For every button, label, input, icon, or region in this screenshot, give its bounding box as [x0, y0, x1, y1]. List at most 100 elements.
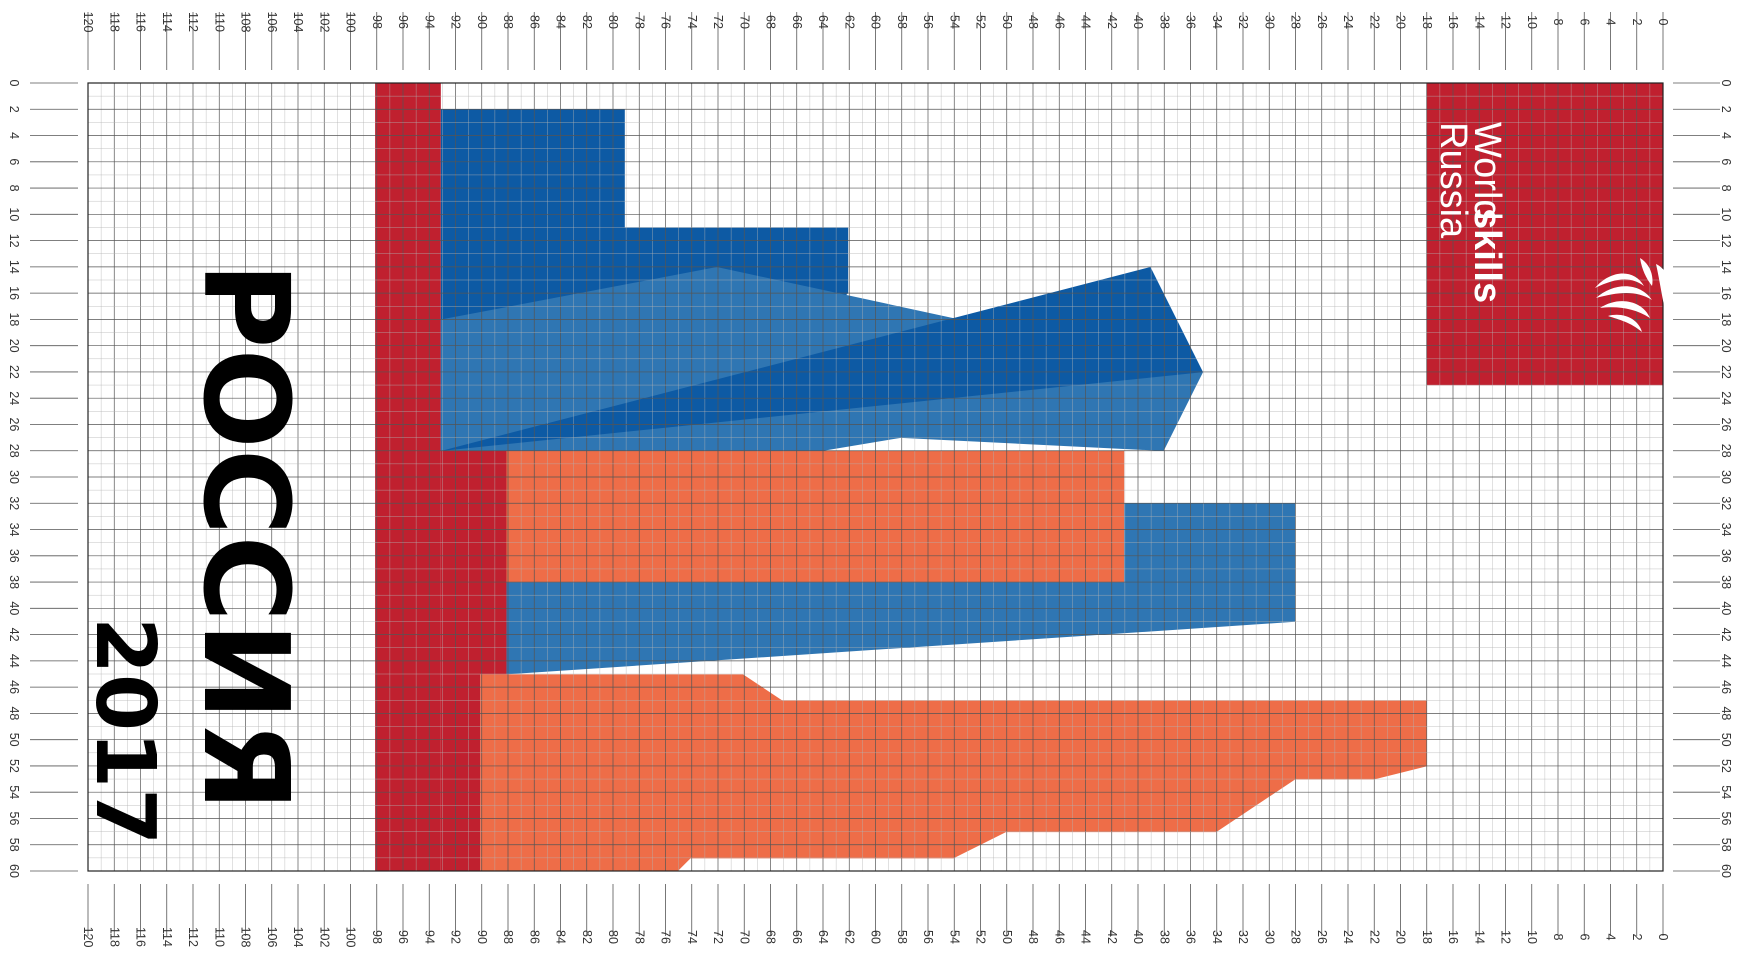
y-tick-label-right: 32 [1719, 496, 1733, 510]
y-tick-label-right: 36 [1719, 549, 1733, 563]
logo-skills-text: skills [1466, 208, 1508, 303]
x-tick-label-top: 10 [1525, 15, 1539, 29]
x-tick-label-top: 26 [1315, 15, 1329, 29]
x-tick-label-bottom: 90 [475, 930, 489, 944]
x-tick-label-bottom: 68 [764, 930, 778, 944]
y-tick-label-right: 6 [1719, 158, 1733, 165]
y-tick-label-left: 6 [7, 158, 21, 165]
x-tick-label-top: 56 [921, 15, 935, 29]
year-label: 2017 [77, 617, 172, 845]
y-tick-label-right: 44 [1719, 654, 1733, 668]
x-tick-label-top: 112 [186, 12, 200, 32]
x-tick-label-top: 80 [606, 15, 620, 29]
x-tick-label-bottom: 78 [632, 930, 646, 944]
y-tick-label-left: 4 [7, 132, 21, 139]
x-tick-label-top: 98 [370, 15, 384, 29]
x-tick-label-top: 68 [764, 15, 778, 29]
x-tick-label-top: 114 [160, 12, 174, 32]
x-tick-label-bottom: 100 [344, 927, 358, 948]
y-tick-label-left: 20 [7, 339, 21, 353]
x-tick-label-bottom: 66 [790, 930, 804, 944]
y-tick-label-left: 30 [7, 470, 21, 484]
x-tick-label-top: 14 [1472, 15, 1486, 29]
logo-russia-text: Russia [1432, 122, 1474, 239]
y-tick-label-right: 10 [1719, 207, 1733, 221]
x-tick-label-bottom: 50 [1000, 930, 1014, 944]
x-tick-label-top: 64 [816, 15, 830, 29]
worldskills-flame-icon [1595, 258, 1673, 332]
x-tick-label-top: 106 [265, 12, 279, 33]
x-tick-label-bottom: 60 [869, 930, 883, 944]
x-tick-label-top: 16 [1446, 15, 1460, 29]
y-tick-label-right: 0 [1719, 80, 1733, 87]
y-tick-label-left: 2 [7, 106, 21, 113]
y-tick-label-right: 14 [1719, 260, 1733, 274]
y-tick-label-left: 56 [7, 812, 21, 826]
y-tick-label-left: 8 [7, 185, 21, 192]
x-tick-label-top: 22 [1367, 15, 1381, 29]
x-tick-label-bottom: 72 [711, 930, 725, 944]
x-tick-label-bottom: 56 [921, 930, 935, 944]
x-tick-label-bottom: 70 [737, 930, 751, 944]
x-tick-label-top: 116 [134, 12, 148, 32]
y-tick-label-right: 30 [1719, 470, 1733, 484]
x-tick-label-top: 58 [895, 15, 909, 29]
y-tick-label-right: 48 [1719, 706, 1733, 720]
x-tick-label-top: 20 [1394, 15, 1408, 29]
x-tick-label-bottom: 0 [1656, 934, 1670, 941]
x-tick-label-bottom: 86 [527, 930, 541, 944]
x-tick-label-top: 102 [317, 12, 331, 33]
y-tick-label-left: 22 [7, 365, 21, 379]
y-tick-label-right: 38 [1719, 575, 1733, 589]
x-tick-label-bottom: 98 [370, 930, 384, 944]
x-tick-label-top: 120 [81, 12, 95, 33]
x-tick-label-top: 42 [1105, 15, 1119, 29]
x-tick-label-top: 90 [475, 15, 489, 29]
x-tick-label-bottom: 120 [81, 927, 95, 948]
x-tick-label-top: 74 [685, 15, 699, 29]
x-tick-label-bottom: 2 [1630, 934, 1644, 941]
x-tick-label-bottom: 28 [1289, 930, 1303, 944]
y-tick-label-right: 8 [1719, 185, 1733, 192]
x-tick-label-bottom: 32 [1236, 930, 1250, 944]
y-tick-label-right: 42 [1719, 628, 1733, 642]
x-tick-label-top: 36 [1184, 15, 1198, 29]
x-tick-label-bottom: 46 [1052, 930, 1066, 944]
y-tick-label-left: 54 [7, 785, 21, 799]
x-tick-label-top: 86 [527, 15, 541, 29]
x-tick-label-bottom: 38 [1157, 930, 1171, 944]
x-tick-label-top: 62 [842, 15, 856, 29]
x-tick-label-top: 0 [1656, 19, 1670, 26]
x-tick-label-bottom: 6 [1577, 934, 1591, 941]
y-tick-label-right: 12 [1719, 234, 1733, 248]
x-tick-label-top: 84 [554, 15, 568, 29]
x-tick-label-top: 52 [974, 15, 988, 29]
x-tick-label-bottom: 58 [895, 930, 909, 944]
x-tick-label-bottom: 64 [816, 930, 830, 944]
y-tick-label-left: 26 [7, 418, 21, 432]
y-tick-label-right: 28 [1719, 444, 1733, 458]
x-tick-label-top: 50 [1000, 15, 1014, 29]
x-tick-label-bottom: 36 [1184, 930, 1198, 944]
worldskills-logo: World skills Russia [1432, 122, 1508, 303]
x-tick-label-top: 82 [580, 15, 594, 29]
x-tick-label-bottom: 106 [265, 927, 279, 948]
x-tick-label-bottom: 82 [580, 930, 594, 944]
x-tick-label-bottom: 4 [1604, 934, 1618, 941]
x-tick-label-top: 48 [1026, 15, 1040, 29]
x-tick-label-top: 78 [632, 15, 646, 29]
x-tick-label-bottom: 48 [1026, 930, 1040, 944]
y-tick-label-right: 60 [1719, 864, 1733, 878]
x-tick-label-top: 40 [1131, 15, 1145, 29]
x-tick-label-top: 8 [1551, 19, 1565, 26]
x-tick-label-bottom: 62 [842, 930, 856, 944]
y-tick-label-right: 52 [1719, 759, 1733, 773]
x-tick-label-top: 34 [1210, 15, 1224, 29]
y-tick-label-left: 10 [7, 207, 21, 221]
y-tick-label-left: 60 [7, 864, 21, 878]
x-tick-label-bottom: 24 [1341, 930, 1355, 944]
x-tick-label-bottom: 16 [1446, 930, 1460, 944]
x-tick-label-bottom: 52 [974, 930, 988, 944]
grid-frame [87, 82, 1664, 872]
